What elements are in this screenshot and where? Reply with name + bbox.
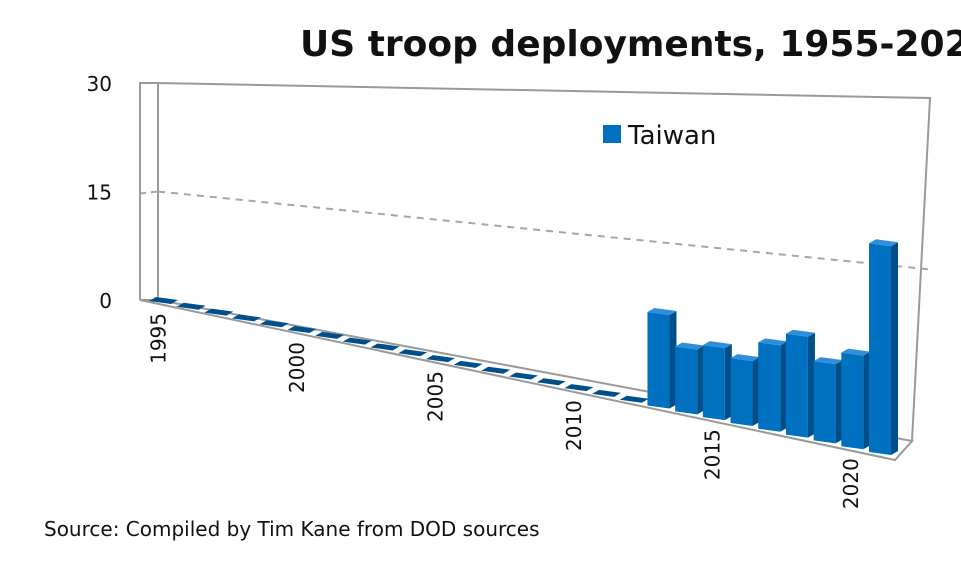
bar-flat (342, 337, 372, 345)
bar (869, 243, 891, 455)
bar (813, 361, 836, 444)
x-tick-label: 2015 (700, 429, 724, 480)
bar-side (724, 344, 732, 421)
chart-title: US troop deployments, 1955-2020 (300, 24, 961, 65)
bar-flat (509, 372, 538, 380)
gridline-side (139, 190, 159, 195)
bar-top (675, 342, 705, 350)
bar-side (835, 360, 843, 444)
bar-top (647, 307, 677, 315)
bar-flat (481, 366, 511, 374)
bar-flat (176, 302, 206, 310)
bar-flat (370, 343, 400, 351)
bar-flat (564, 384, 594, 392)
bar (785, 333, 808, 438)
bar-side (752, 357, 760, 426)
bar-side (669, 310, 677, 409)
bar-flat (315, 331, 345, 339)
bar (758, 342, 781, 432)
bar-top (785, 329, 815, 337)
x-tick-label: 1995 (147, 313, 171, 364)
bar (841, 352, 864, 450)
bar-flat (232, 314, 262, 322)
bar-flat (592, 389, 622, 397)
bar-side (807, 332, 815, 438)
bar-flat (453, 360, 483, 368)
bar-flat (425, 355, 455, 363)
bar-flat (536, 378, 566, 386)
bar-top (758, 338, 788, 346)
legend-swatch (603, 125, 621, 143)
bar (702, 345, 725, 421)
bar-top (702, 341, 732, 349)
legend-label: Taiwan (627, 121, 716, 151)
bar-side (697, 345, 705, 415)
y-tick-label: 30 (87, 72, 112, 96)
chart-side-wall (139, 82, 158, 300)
bar-top (841, 348, 871, 356)
bar-flat (204, 308, 234, 316)
bar-side (891, 242, 898, 455)
bar-side (863, 351, 871, 450)
bar-flat (287, 326, 317, 334)
x-tick-label: 2020 (839, 458, 863, 509)
y-tick-label: 15 (87, 181, 112, 205)
bar-top (869, 239, 898, 247)
bar (675, 346, 698, 415)
bar-flat (259, 320, 289, 328)
bar-flat (149, 297, 178, 304)
bar-side (780, 341, 788, 432)
bar-flat (398, 349, 428, 357)
x-tick-label: 2010 (562, 400, 586, 451)
gridline-15 (157, 190, 931, 271)
y-tick-label: 0 (99, 289, 112, 313)
bar-top (813, 357, 843, 365)
bar (647, 311, 670, 409)
bar (730, 358, 753, 426)
source-note: Source: Compiled by Tim Kane from DOD so… (44, 517, 540, 541)
bar-top (730, 354, 760, 362)
x-tick-label: 2000 (285, 342, 309, 393)
bar-flat (619, 395, 649, 403)
x-tick-label: 2005 (423, 371, 447, 422)
